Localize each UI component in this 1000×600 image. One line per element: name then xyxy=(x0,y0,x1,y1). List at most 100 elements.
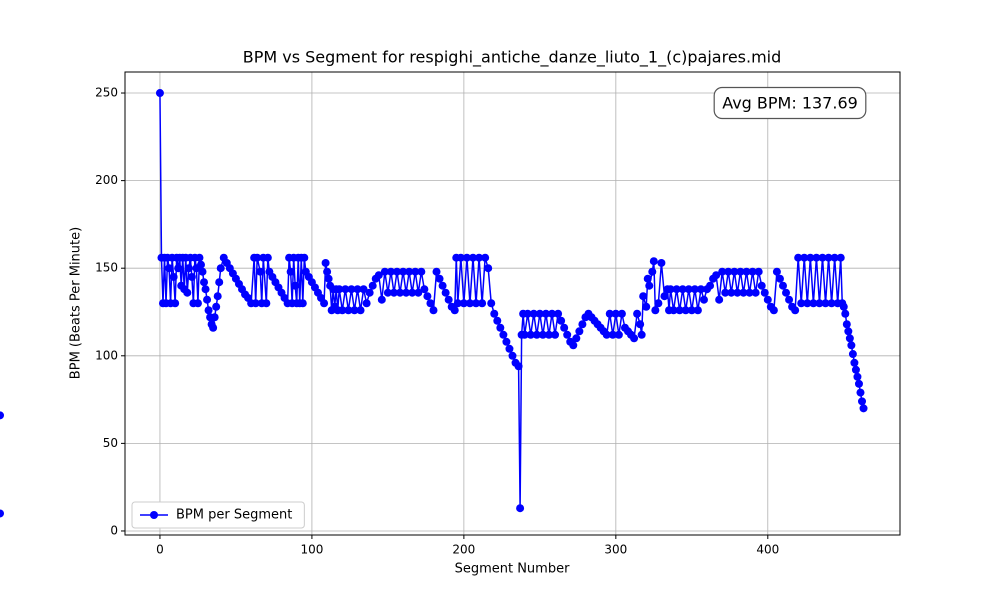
point xyxy=(538,330,547,339)
point xyxy=(195,253,204,262)
point xyxy=(845,334,854,343)
point xyxy=(706,281,715,290)
point xyxy=(633,309,642,318)
point xyxy=(402,288,411,297)
point xyxy=(487,299,496,308)
point xyxy=(321,258,330,267)
point xyxy=(751,288,760,297)
point xyxy=(827,299,836,308)
point xyxy=(649,257,658,266)
point xyxy=(184,264,193,273)
point xyxy=(444,295,453,304)
legend-marker xyxy=(150,511,158,519)
point xyxy=(757,281,766,290)
point xyxy=(815,299,824,308)
point xyxy=(666,285,675,294)
x-axis-label: Segment Number xyxy=(455,562,571,577)
point xyxy=(171,299,180,308)
point xyxy=(353,285,362,294)
point xyxy=(769,306,778,315)
point xyxy=(383,288,392,297)
point xyxy=(462,253,471,262)
point xyxy=(575,327,584,336)
x-tick-label: 300 xyxy=(604,543,627,557)
point xyxy=(563,330,572,339)
point xyxy=(286,267,295,276)
point xyxy=(514,362,523,371)
point xyxy=(362,299,371,308)
point xyxy=(859,404,868,413)
point xyxy=(426,299,435,308)
point xyxy=(763,295,772,304)
point xyxy=(526,330,535,339)
plot-frame xyxy=(124,71,901,536)
point xyxy=(475,253,484,262)
point xyxy=(499,330,508,339)
point xyxy=(645,281,654,290)
point xyxy=(300,253,309,262)
point xyxy=(614,330,623,339)
point xyxy=(209,323,218,332)
point xyxy=(853,372,862,381)
point xyxy=(335,285,344,294)
point xyxy=(169,272,178,281)
point xyxy=(204,306,213,315)
point xyxy=(368,281,377,290)
point xyxy=(824,253,833,262)
point xyxy=(605,309,614,318)
point xyxy=(636,320,645,329)
x-tick-label: 0 xyxy=(156,543,164,557)
point xyxy=(399,267,408,276)
point xyxy=(320,299,329,308)
y-tick-label: 150 xyxy=(95,261,118,275)
point xyxy=(639,292,648,301)
point xyxy=(0,411,4,420)
point xyxy=(523,309,532,318)
point xyxy=(721,288,730,297)
point xyxy=(356,306,365,315)
y-axis-label: BPM (Beats Per Minute) xyxy=(69,227,84,379)
point xyxy=(256,267,265,276)
point xyxy=(578,320,587,329)
point xyxy=(847,341,856,350)
point xyxy=(359,285,368,294)
point xyxy=(739,288,748,297)
y-tick-label: 250 xyxy=(95,86,118,100)
point xyxy=(678,285,687,294)
point xyxy=(408,288,417,297)
point xyxy=(502,337,511,346)
y-tick-label: 50 xyxy=(103,436,118,450)
point xyxy=(693,306,702,315)
point xyxy=(532,330,541,339)
point xyxy=(850,358,859,367)
annotation: Avg BPM: 137.69 xyxy=(722,94,858,113)
point xyxy=(212,302,221,311)
point xyxy=(554,309,563,318)
point xyxy=(298,299,307,308)
point xyxy=(842,320,851,329)
point xyxy=(797,299,806,308)
point xyxy=(210,313,219,322)
point xyxy=(672,285,681,294)
annotation-box xyxy=(713,86,867,120)
point xyxy=(505,344,514,353)
point xyxy=(174,264,183,273)
point xyxy=(516,504,525,513)
point xyxy=(350,306,359,315)
point xyxy=(468,253,477,262)
point xyxy=(423,292,432,301)
point xyxy=(465,299,474,308)
point xyxy=(836,253,845,262)
point xyxy=(344,306,353,315)
point xyxy=(772,267,781,276)
point xyxy=(643,274,652,283)
y-tick-label: 200 xyxy=(95,173,118,187)
point xyxy=(441,288,450,297)
point xyxy=(806,253,815,262)
point xyxy=(809,299,818,308)
point xyxy=(420,285,429,294)
point xyxy=(778,281,787,290)
point xyxy=(742,267,751,276)
point xyxy=(386,267,395,276)
